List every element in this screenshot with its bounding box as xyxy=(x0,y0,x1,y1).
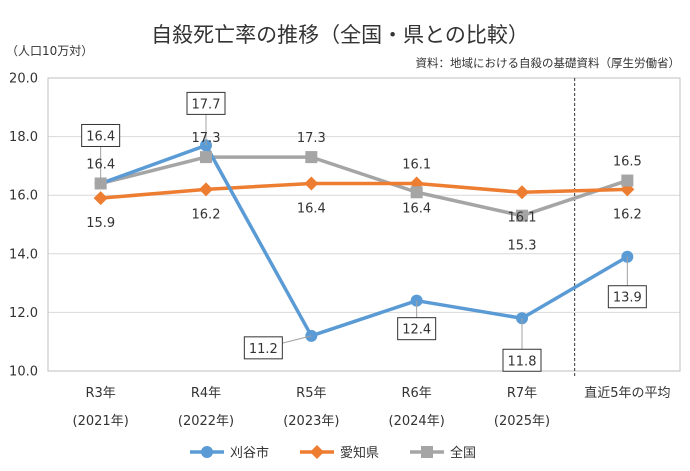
data-label-box xyxy=(607,285,647,309)
data-point xyxy=(516,209,528,222)
x-tick-label: R5年 xyxy=(296,386,326,401)
x-tick-sublabel: (2023年) xyxy=(283,414,339,429)
data-point xyxy=(515,185,529,200)
data-label-box xyxy=(81,123,121,147)
series-line xyxy=(100,181,628,200)
y-tick-label: 20.0 xyxy=(9,72,38,87)
y-tick-label: 16.0 xyxy=(9,189,38,204)
data-label-box xyxy=(186,91,226,115)
data-point xyxy=(200,151,212,164)
x-tick-sublabel: (2025年) xyxy=(494,414,550,429)
legend-label: 刈谷市 xyxy=(230,445,269,461)
data-point xyxy=(410,186,423,199)
data-point xyxy=(621,174,634,187)
legend-marker xyxy=(201,446,213,458)
x-tick-label: 直近5年の平均 xyxy=(584,386,670,401)
data-point xyxy=(305,151,318,164)
legend-marker xyxy=(421,446,433,458)
series-line xyxy=(100,143,629,338)
data-label: 16.4 xyxy=(86,157,115,172)
data-label: 16.1 xyxy=(402,157,431,172)
y-axis-unit-label: （人口10万対） xyxy=(6,44,93,58)
data-label: 16.2 xyxy=(192,207,221,222)
series-line xyxy=(100,155,628,218)
data-label: 16.4 xyxy=(402,201,431,216)
x-tick-label: R4年 xyxy=(191,386,221,401)
legend-label: 全国 xyxy=(450,445,476,461)
data-label: 17.7 xyxy=(192,97,221,112)
x-tick-sublabel: (2024年) xyxy=(389,414,445,429)
y-tick-label: 10.0 xyxy=(9,365,38,380)
plot-area xyxy=(47,77,681,372)
data-label: 16.1 xyxy=(508,210,537,225)
data-label: 11.8 xyxy=(508,354,537,369)
x-tick-sublabel: (2021年) xyxy=(73,414,129,429)
data-label: 16.4 xyxy=(86,129,115,144)
data-point xyxy=(93,191,108,206)
data-label: 16.4 xyxy=(297,201,326,216)
x-tick-sublabel: (2022年) xyxy=(178,414,234,429)
x-tick-label: R6年 xyxy=(402,386,432,401)
data-label: 17.3 xyxy=(297,131,326,146)
y-tick-label: 14.0 xyxy=(9,247,38,262)
data-point xyxy=(304,176,319,191)
legend-marker xyxy=(310,445,324,459)
y-tick-label: 12.0 xyxy=(9,306,38,321)
source-note: 資料：地域における自殺の基礎資料（厚生労働省） xyxy=(416,56,681,70)
y-tick-label: 18.0 xyxy=(9,130,38,145)
x-tick-label: R7年 xyxy=(507,386,537,401)
data-label: 11.2 xyxy=(249,342,278,357)
data-label: 16.5 xyxy=(613,155,642,170)
data-label: 15.3 xyxy=(508,239,537,254)
data-label: 13.9 xyxy=(613,291,642,306)
data-label: 17.3 xyxy=(192,131,221,146)
data-label: 16.2 xyxy=(613,207,642,222)
legend-label: 愛知県 xyxy=(340,445,379,461)
data-label: 15.9 xyxy=(86,216,115,231)
data-label-box xyxy=(397,317,437,341)
data-label: 12.4 xyxy=(402,323,431,338)
x-tick-label: R3年 xyxy=(86,386,116,401)
chart-title: 自殺死亡率の推移（全国・県との比較） xyxy=(151,23,529,47)
data-point xyxy=(199,182,213,197)
data-label-box xyxy=(502,348,542,372)
data-label-box xyxy=(243,336,283,360)
